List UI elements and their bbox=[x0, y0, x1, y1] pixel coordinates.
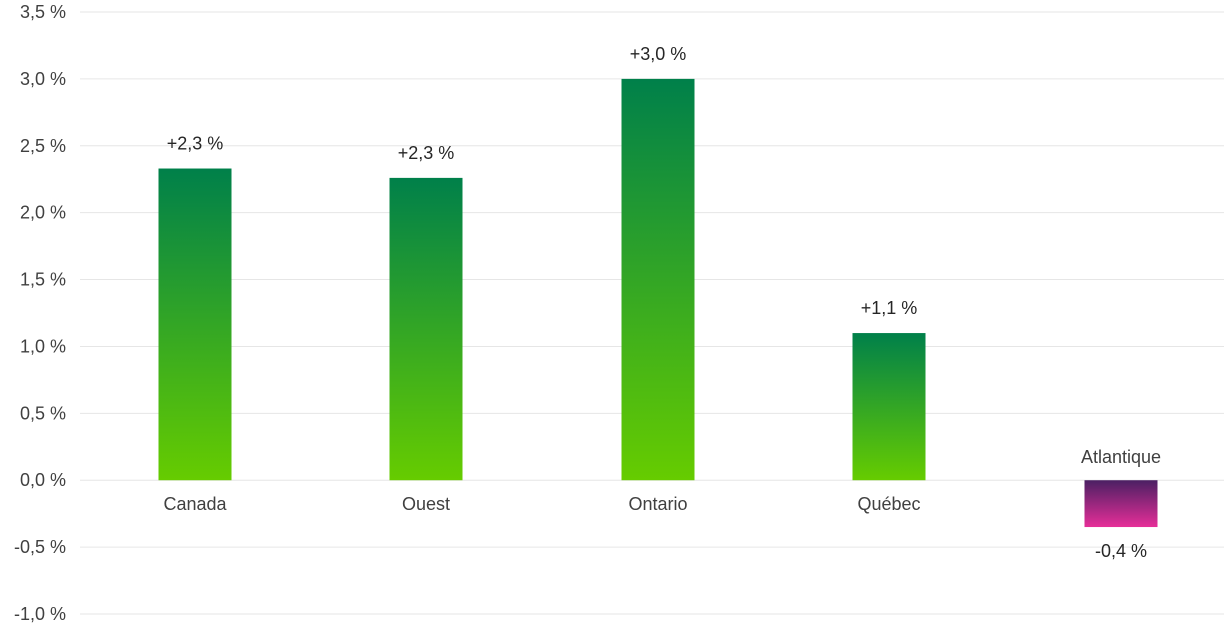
bar-qu-bec bbox=[852, 333, 926, 481]
y-tick-label: 3,0 % bbox=[20, 69, 66, 89]
bar-canada bbox=[158, 168, 232, 481]
bar-ontario bbox=[621, 78, 695, 481]
y-tick-label: 0,0 % bbox=[20, 470, 66, 490]
data-label: +3,0 % bbox=[630, 44, 687, 64]
y-tick-label: 2,5 % bbox=[20, 136, 66, 156]
category-label: Ontario bbox=[628, 494, 687, 514]
data-labels: +2,3 % +2,3 % +3,0 % +1,1 % -0,4 % bbox=[167, 44, 1147, 561]
y-tick-label: 3,5 % bbox=[20, 2, 66, 22]
y-tick-label: -1,0 % bbox=[14, 604, 66, 624]
y-tick-label: 0,5 % bbox=[20, 403, 66, 423]
y-tick-label: -0,5 % bbox=[14, 537, 66, 557]
data-label: +2,3 % bbox=[167, 134, 224, 154]
category-label: Québec bbox=[857, 494, 920, 514]
data-label: +1,1 % bbox=[861, 298, 918, 318]
y-tick-label: 1,5 % bbox=[20, 270, 66, 290]
bar-ouest bbox=[389, 177, 463, 481]
category-label: Ouest bbox=[402, 494, 450, 514]
y-axis-tick-labels: 3,5 % 3,0 % 2,5 % 2,0 % 1,5 % 1,0 % 0,5 % 0,0 %… bbox=[14, 2, 66, 624]
data-label: -0,4 % bbox=[1095, 541, 1147, 561]
y-tick-label: 2,0 % bbox=[20, 203, 66, 223]
category-label: Canada bbox=[163, 494, 227, 514]
category-labels: Canada Ouest Ontario Québec Atlantique bbox=[163, 447, 1161, 514]
bars bbox=[158, 78, 1158, 528]
data-label: +2,3 % bbox=[398, 143, 455, 163]
y-tick-label: 1,0 % bbox=[20, 336, 66, 356]
bar-atlantique bbox=[1084, 480, 1158, 528]
category-label: Atlantique bbox=[1081, 447, 1161, 467]
